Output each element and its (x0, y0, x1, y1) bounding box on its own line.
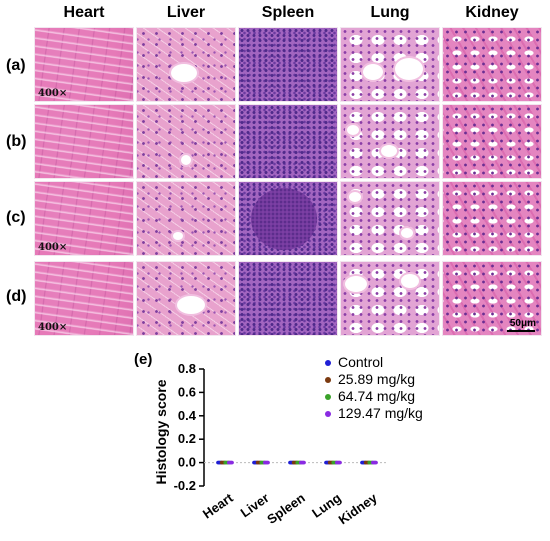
y-tick-label: -0.2 (174, 478, 196, 493)
micrograph-d-heart: 400× (34, 261, 134, 336)
y-tick-label: 0.8 (178, 361, 196, 376)
data-point (374, 460, 378, 465)
y-tick-label: 0.4 (178, 408, 197, 423)
legend-label: 25.89 mg/kg (338, 371, 415, 387)
magnification-label: 400× (38, 88, 68, 99)
legend-marker (325, 377, 331, 383)
x-tick-label: Spleen (264, 490, 308, 527)
row-label-a: (a) (6, 57, 26, 74)
legend-marker (325, 394, 331, 400)
x-tick-label: Heart (200, 490, 236, 522)
column-header-lung: Lung (370, 4, 410, 21)
micrograph-d-spleen (238, 261, 338, 336)
y-axis-label: Histology score (153, 379, 169, 484)
data-point (230, 460, 234, 465)
micrograph-c-kidney (442, 181, 542, 256)
data-point (302, 460, 306, 465)
data-point (338, 460, 342, 465)
micrograph-b-spleen (238, 104, 338, 179)
micrograph-a-lung (340, 27, 440, 102)
micrograph-c-heart: 400× (34, 181, 134, 256)
y-tick-label: 0.0 (178, 455, 196, 470)
chart-panel-label: (e) (134, 351, 152, 368)
row-label-d: (d) (6, 288, 27, 305)
micrograph-a-spleen (238, 27, 338, 102)
legend-marker (325, 360, 331, 366)
micrograph-d-kidney: 50μm (442, 261, 542, 336)
x-tick-label: Kidney (336, 490, 381, 528)
micrograph-a-kidney (442, 27, 542, 102)
row-label-c: (c) (6, 209, 26, 226)
micrograph-b-kidney (442, 104, 542, 179)
micrograph-b-liver (136, 104, 236, 179)
legend-label: Control (338, 354, 383, 370)
data-point (266, 460, 270, 465)
column-header-heart: Heart (63, 4, 105, 21)
scale-bar (507, 330, 535, 332)
legend-marker (325, 411, 331, 417)
micrograph-a-liver (136, 27, 236, 102)
micrograph-d-liver (136, 261, 236, 336)
magnification-label: 400× (38, 242, 68, 253)
legend-label: 129.47 mg/kg (338, 405, 423, 421)
micrograph-b-heart (34, 104, 134, 179)
row-label-b: (b) (6, 133, 27, 150)
column-header-spleen: Spleen (261, 4, 315, 21)
y-tick-label: 0.6 (178, 384, 196, 399)
micrograph-c-lung (340, 181, 440, 256)
micrograph-b-lung (340, 104, 440, 179)
micrograph-c-liver (136, 181, 236, 256)
micrograph-a-heart: 400× (34, 27, 134, 102)
scale-bar-label: 50μm (509, 318, 536, 329)
micrograph-c-spleen (238, 181, 338, 256)
histology-score-chart: (e) Histology score 0.80.60.40.20.0-0.2 … (134, 351, 423, 528)
micrograph-d-lung (340, 261, 440, 336)
column-header-kidney: Kidney (465, 4, 519, 21)
legend-label: 64.74 mg/kg (338, 388, 415, 404)
y-tick-label: 0.2 (178, 431, 196, 446)
column-header-liver: Liver (166, 4, 206, 21)
magnification-label: 400× (38, 322, 68, 333)
